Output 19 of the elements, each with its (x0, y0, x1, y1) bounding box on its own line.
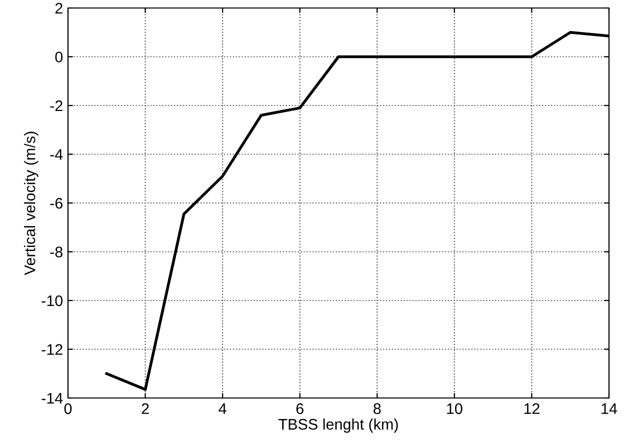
y-axis-title: Vertical velocity (m/s) (24, 132, 38, 276)
x-axis-title: TBSS lenght (km) (278, 418, 398, 433)
x-tick-label: 12 (524, 403, 540, 414)
y-tick-label: -4 (50, 149, 63, 160)
x-tick-label: 2 (142, 403, 149, 414)
x-tick-label: 14 (602, 403, 618, 414)
y-tick-label: -12 (42, 344, 62, 355)
y-tick-label: -14 (42, 393, 63, 404)
x-tick-label: 10 (447, 403, 462, 414)
y-tick-label: 2 (55, 2, 62, 14)
x-tick-label: 4 (218, 403, 226, 414)
y-tick-label: -8 (50, 246, 62, 258)
y-tick-label: -10 (42, 295, 63, 306)
x-tick-label: 8 (374, 403, 381, 414)
y-tick-label: -2 (50, 100, 62, 112)
y-tick-label: -6 (50, 198, 62, 209)
x-tick-label: 0 (64, 403, 72, 414)
y-tick-label: 0 (55, 52, 63, 62)
x-tick-label: 6 (296, 403, 304, 414)
